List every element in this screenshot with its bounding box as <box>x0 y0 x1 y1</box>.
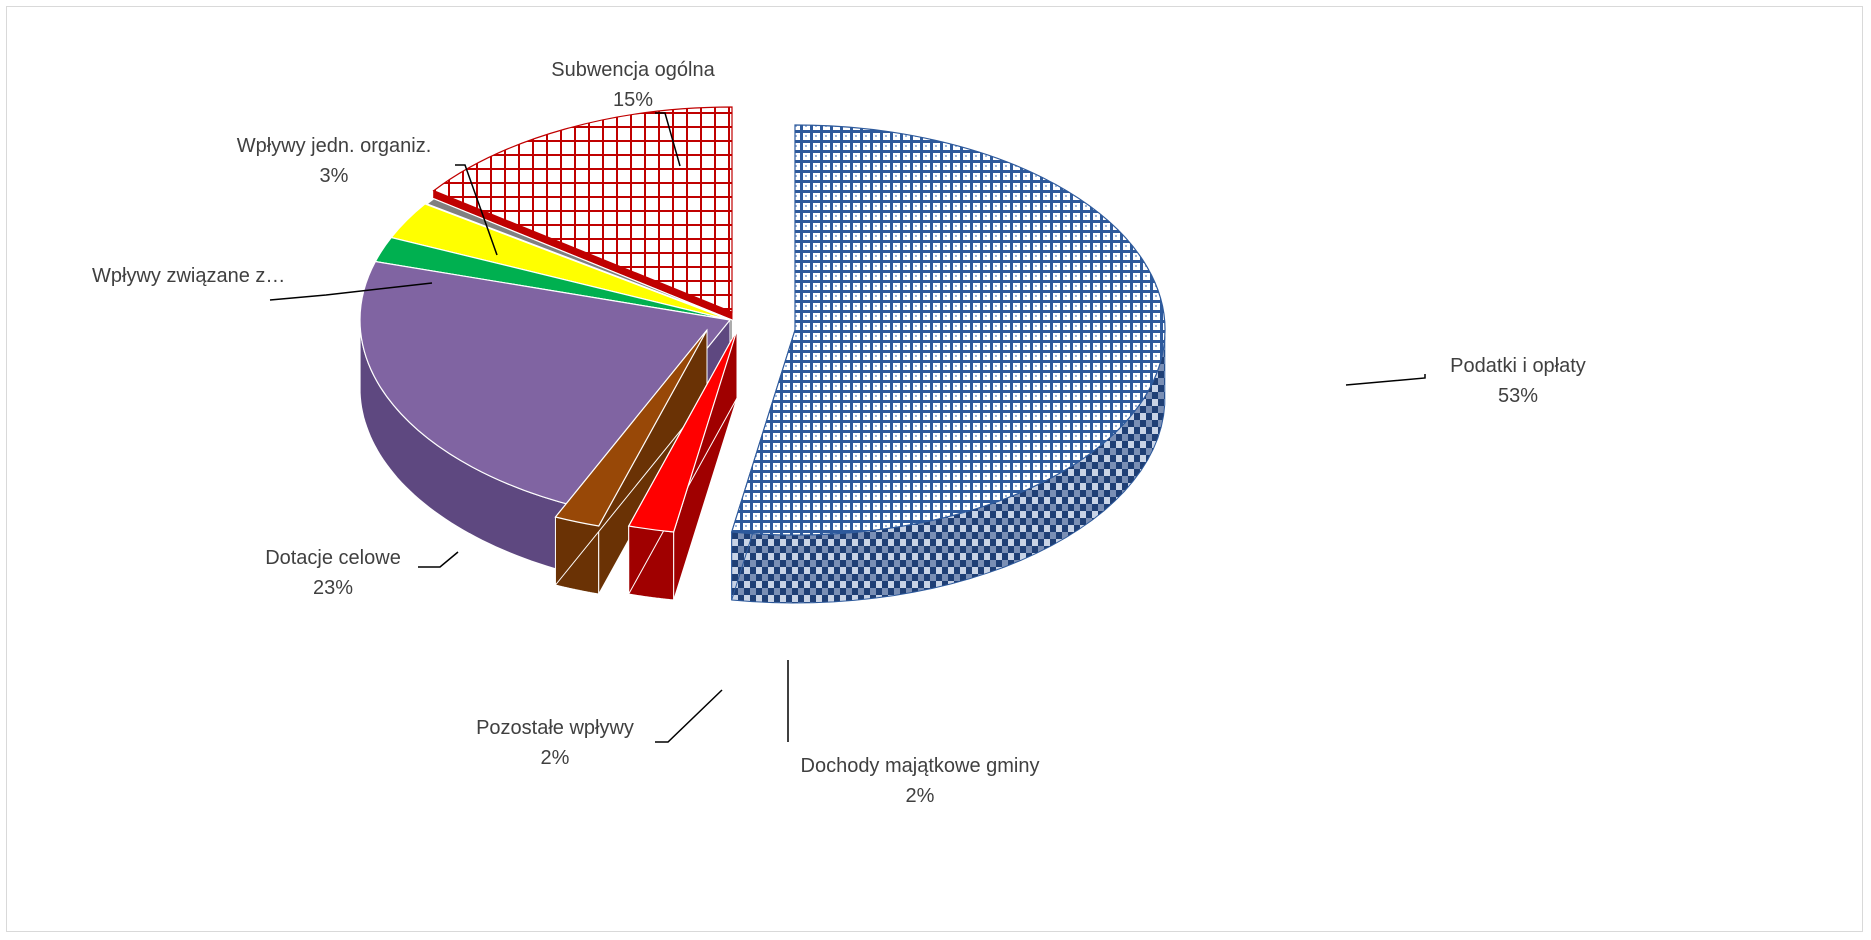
leader-line <box>655 689 723 743</box>
slice-label: Podatki i opłaty <box>1450 355 1586 377</box>
slice-percent-label: 53% <box>1498 385 1538 407</box>
slice-label: Subwencja ogólna <box>551 59 715 81</box>
slice-percent-label: 2% <box>541 747 570 769</box>
leader-line <box>455 164 498 256</box>
slice-label: Pozostałe wpływy <box>476 717 634 739</box>
chart-frame <box>6 6 1863 932</box>
slice-label: Dotacje celowe <box>265 547 401 569</box>
slice-label: Wpływy związane z… <box>92 265 285 287</box>
slice-percent-label: 23% <box>313 577 353 599</box>
slice-percent-label: 15% <box>613 89 653 111</box>
slice-label: Dochody majątkowe gminy <box>801 755 1040 777</box>
leader-line <box>655 112 681 167</box>
pie-slice <box>554 328 708 595</box>
slice-percent-label: 3% <box>320 165 349 187</box>
leader-line <box>269 282 433 301</box>
pie-slice <box>730 124 1166 604</box>
slice-percent-label: 2% <box>906 785 935 807</box>
leader-line <box>1345 374 1426 386</box>
slice-label: Wpływy jedn. organiz. <box>237 135 432 157</box>
leader-line <box>418 551 459 568</box>
pie-slice <box>627 329 738 601</box>
